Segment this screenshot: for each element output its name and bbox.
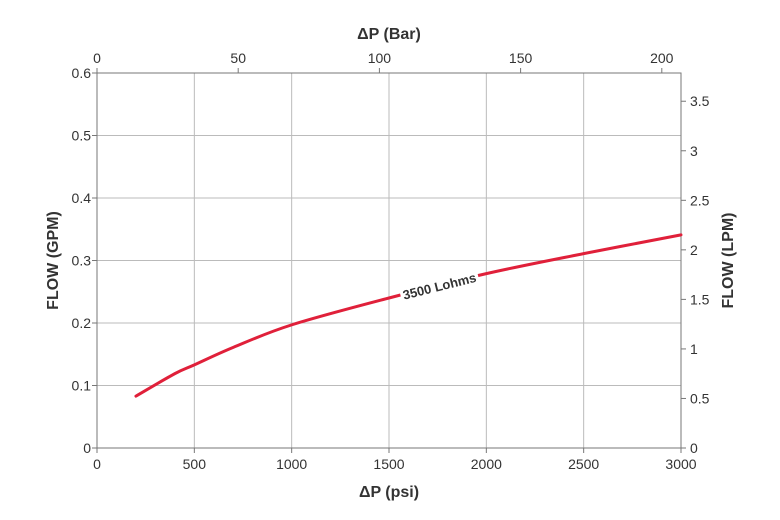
x-tick-label: 500 (183, 456, 207, 472)
series-annotation: 3500 Lohms (401, 270, 478, 303)
series-line (134, 233, 683, 398)
y-axis-title: FLOW (GPM) (45, 211, 62, 310)
y-tick-label: 0.3 (72, 253, 92, 269)
x2-tick-label: 200 (650, 50, 674, 66)
y2-tick-label: 3.5 (690, 93, 710, 109)
x2-tick-label: 50 (230, 50, 246, 66)
x-tick-label: 1500 (373, 456, 404, 472)
x2-tick-label: 100 (368, 50, 392, 66)
x-tick-label: 1000 (276, 456, 307, 472)
y2-tick-label: 1 (690, 341, 698, 357)
y2-tick-label: 2.5 (690, 192, 710, 208)
x2-tick-label: 0 (93, 50, 101, 66)
y2-tick-label: 3 (690, 143, 698, 159)
y-tick-label: 0.5 (72, 128, 92, 144)
y-tick-label: 0 (83, 440, 91, 456)
y-tick-label: 0.6 (72, 65, 92, 81)
ticks: 0 500 1000 1500 2000 2500 300000.10.20.30.40.5… (72, 50, 710, 472)
x-axis-title: ΔP (psi) (359, 484, 419, 501)
y2-tick-label: 0.5 (690, 390, 710, 406)
x2-tick-label: 150 (509, 50, 533, 66)
y-tick-label: 0.1 (72, 378, 92, 394)
y2-tick-label: 0 (690, 440, 698, 456)
grid (97, 73, 681, 448)
x-tick-label: 2000 (471, 456, 502, 472)
y-tick-label: 0.2 (72, 315, 92, 331)
x-tick-label: 0 (93, 456, 101, 472)
series (134, 233, 683, 398)
y-tick-label: 0.4 (72, 190, 92, 206)
annotation-background (398, 268, 481, 304)
y2-tick-label: 2 (690, 242, 698, 258)
x-tick-label: 3000 (665, 456, 696, 472)
x2-axis-title: ΔP (Bar) (357, 26, 421, 43)
y2-tick-label: 1.5 (690, 291, 710, 307)
x-tick-label: 2500 (568, 456, 599, 472)
y2-axis-title: FLOW (LPM) (720, 213, 737, 309)
